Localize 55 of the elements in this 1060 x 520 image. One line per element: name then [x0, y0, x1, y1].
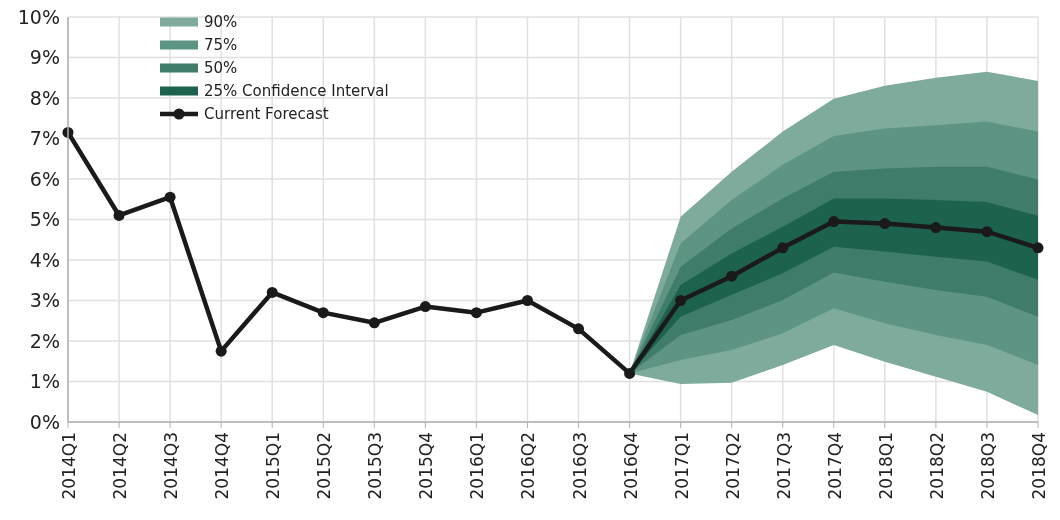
point [624, 367, 636, 379]
point [317, 307, 329, 319]
x-tick-label: 2014Q1 [59, 432, 79, 500]
point [879, 218, 891, 230]
point [521, 295, 533, 306]
y-tick-label: 4% [29, 248, 60, 271]
x-tick-label: 2015Q1 [263, 432, 284, 500]
point [573, 323, 585, 335]
point [828, 216, 840, 228]
point [164, 191, 176, 203]
point [930, 222, 942, 234]
legend-label: 25% Confidence Interval [204, 82, 389, 101]
point [981, 226, 993, 238]
point [777, 242, 789, 254]
x-tick-label: 2014Q4 [212, 432, 233, 500]
x-tick-label: 2018Q3 [977, 432, 998, 500]
point [215, 345, 227, 357]
x-tick-label: 2018Q2 [926, 432, 947, 500]
x-tick-label: 2017Q2 [722, 432, 743, 500]
legend-label: 50% [204, 59, 238, 78]
x-tick-label: 2017Q3 [773, 432, 794, 500]
y-tick-label: 9% [29, 46, 60, 69]
x-tick-label: 2015Q3 [365, 432, 386, 500]
x-tick-label: 2015Q2 [314, 432, 335, 500]
point [470, 307, 482, 319]
y-tick-label: 8% [29, 86, 60, 109]
y-tick-label: 5% [29, 208, 60, 231]
x-tick-label: 2016Q3 [569, 432, 590, 500]
x-tick-label: 2017Q4 [824, 432, 845, 500]
x-tick-label: 2016Q2 [518, 432, 539, 500]
y-tick-label: 3% [29, 289, 60, 312]
y-tick-label: 7% [29, 127, 60, 150]
legend-label: Current Forecast [204, 105, 329, 124]
point [1032, 242, 1044, 254]
legend-label: 90% [204, 13, 238, 32]
y-tick-label: 6% [29, 167, 60, 190]
point [675, 295, 687, 306]
point [113, 209, 125, 221]
legend-label: 75% [204, 36, 238, 55]
x-tick-label: 2016Q4 [620, 432, 641, 500]
y-tick-label: 0% [29, 410, 60, 433]
x-tick-label: 2014Q2 [110, 432, 131, 500]
point [368, 317, 380, 329]
x-tick-label: 2016Q1 [467, 432, 488, 500]
x-tick-label: 2018Q1 [875, 432, 896, 500]
x-tick-label: 2017Q1 [671, 432, 692, 500]
x-tick-label: 2015Q4 [416, 432, 437, 500]
point [419, 301, 431, 313]
point [266, 286, 278, 298]
y-tick-label: 2% [29, 329, 60, 352]
x-tick-label: 2018Q4 [1029, 432, 1049, 500]
y-tick-label: 10% [17, 5, 60, 28]
x-tick-label: 2014Q3 [161, 432, 182, 500]
point [726, 270, 738, 282]
y-tick-label: 1% [29, 370, 60, 393]
